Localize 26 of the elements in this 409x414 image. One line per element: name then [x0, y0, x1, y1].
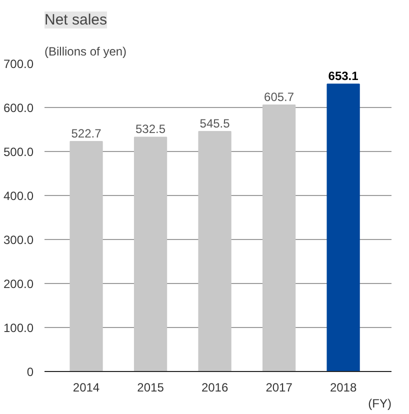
data-label: 532.5	[136, 122, 166, 136]
bar	[326, 84, 360, 372]
y-tick-label: 100.0	[3, 321, 34, 335]
x-tick-label: 2017	[266, 380, 293, 394]
x-tick-label: 2016	[201, 380, 228, 394]
x-axis-title: (FY)	[368, 396, 392, 410]
bar	[262, 104, 296, 372]
data-label: 522.7	[71, 126, 102, 141]
x-tick-label: 2014	[72, 380, 100, 394]
y-tick-label: 600.0	[3, 101, 34, 115]
y-tick-label: 400.0	[3, 189, 34, 203]
x-tick-label: 2015	[137, 380, 164, 394]
data-label: 545.5	[200, 116, 230, 130]
data-label: 653.1	[328, 69, 359, 84]
bar	[198, 130, 232, 372]
y-tick-label: 200.0	[3, 277, 34, 291]
y-tick-label: 0	[26, 365, 34, 379]
y-axis-title: (Billions of yen)	[44, 44, 127, 58]
chart-title: Net sales	[44, 12, 108, 28]
x-tick-label: 2018	[330, 380, 357, 394]
y-tick-label: 700.0	[3, 57, 34, 71]
bar	[70, 141, 103, 372]
y-tick-label: 300.0	[3, 233, 34, 247]
y-tick-label: 500.0	[3, 145, 34, 159]
data-label: 605.7	[264, 90, 294, 104]
bar	[134, 136, 168, 372]
